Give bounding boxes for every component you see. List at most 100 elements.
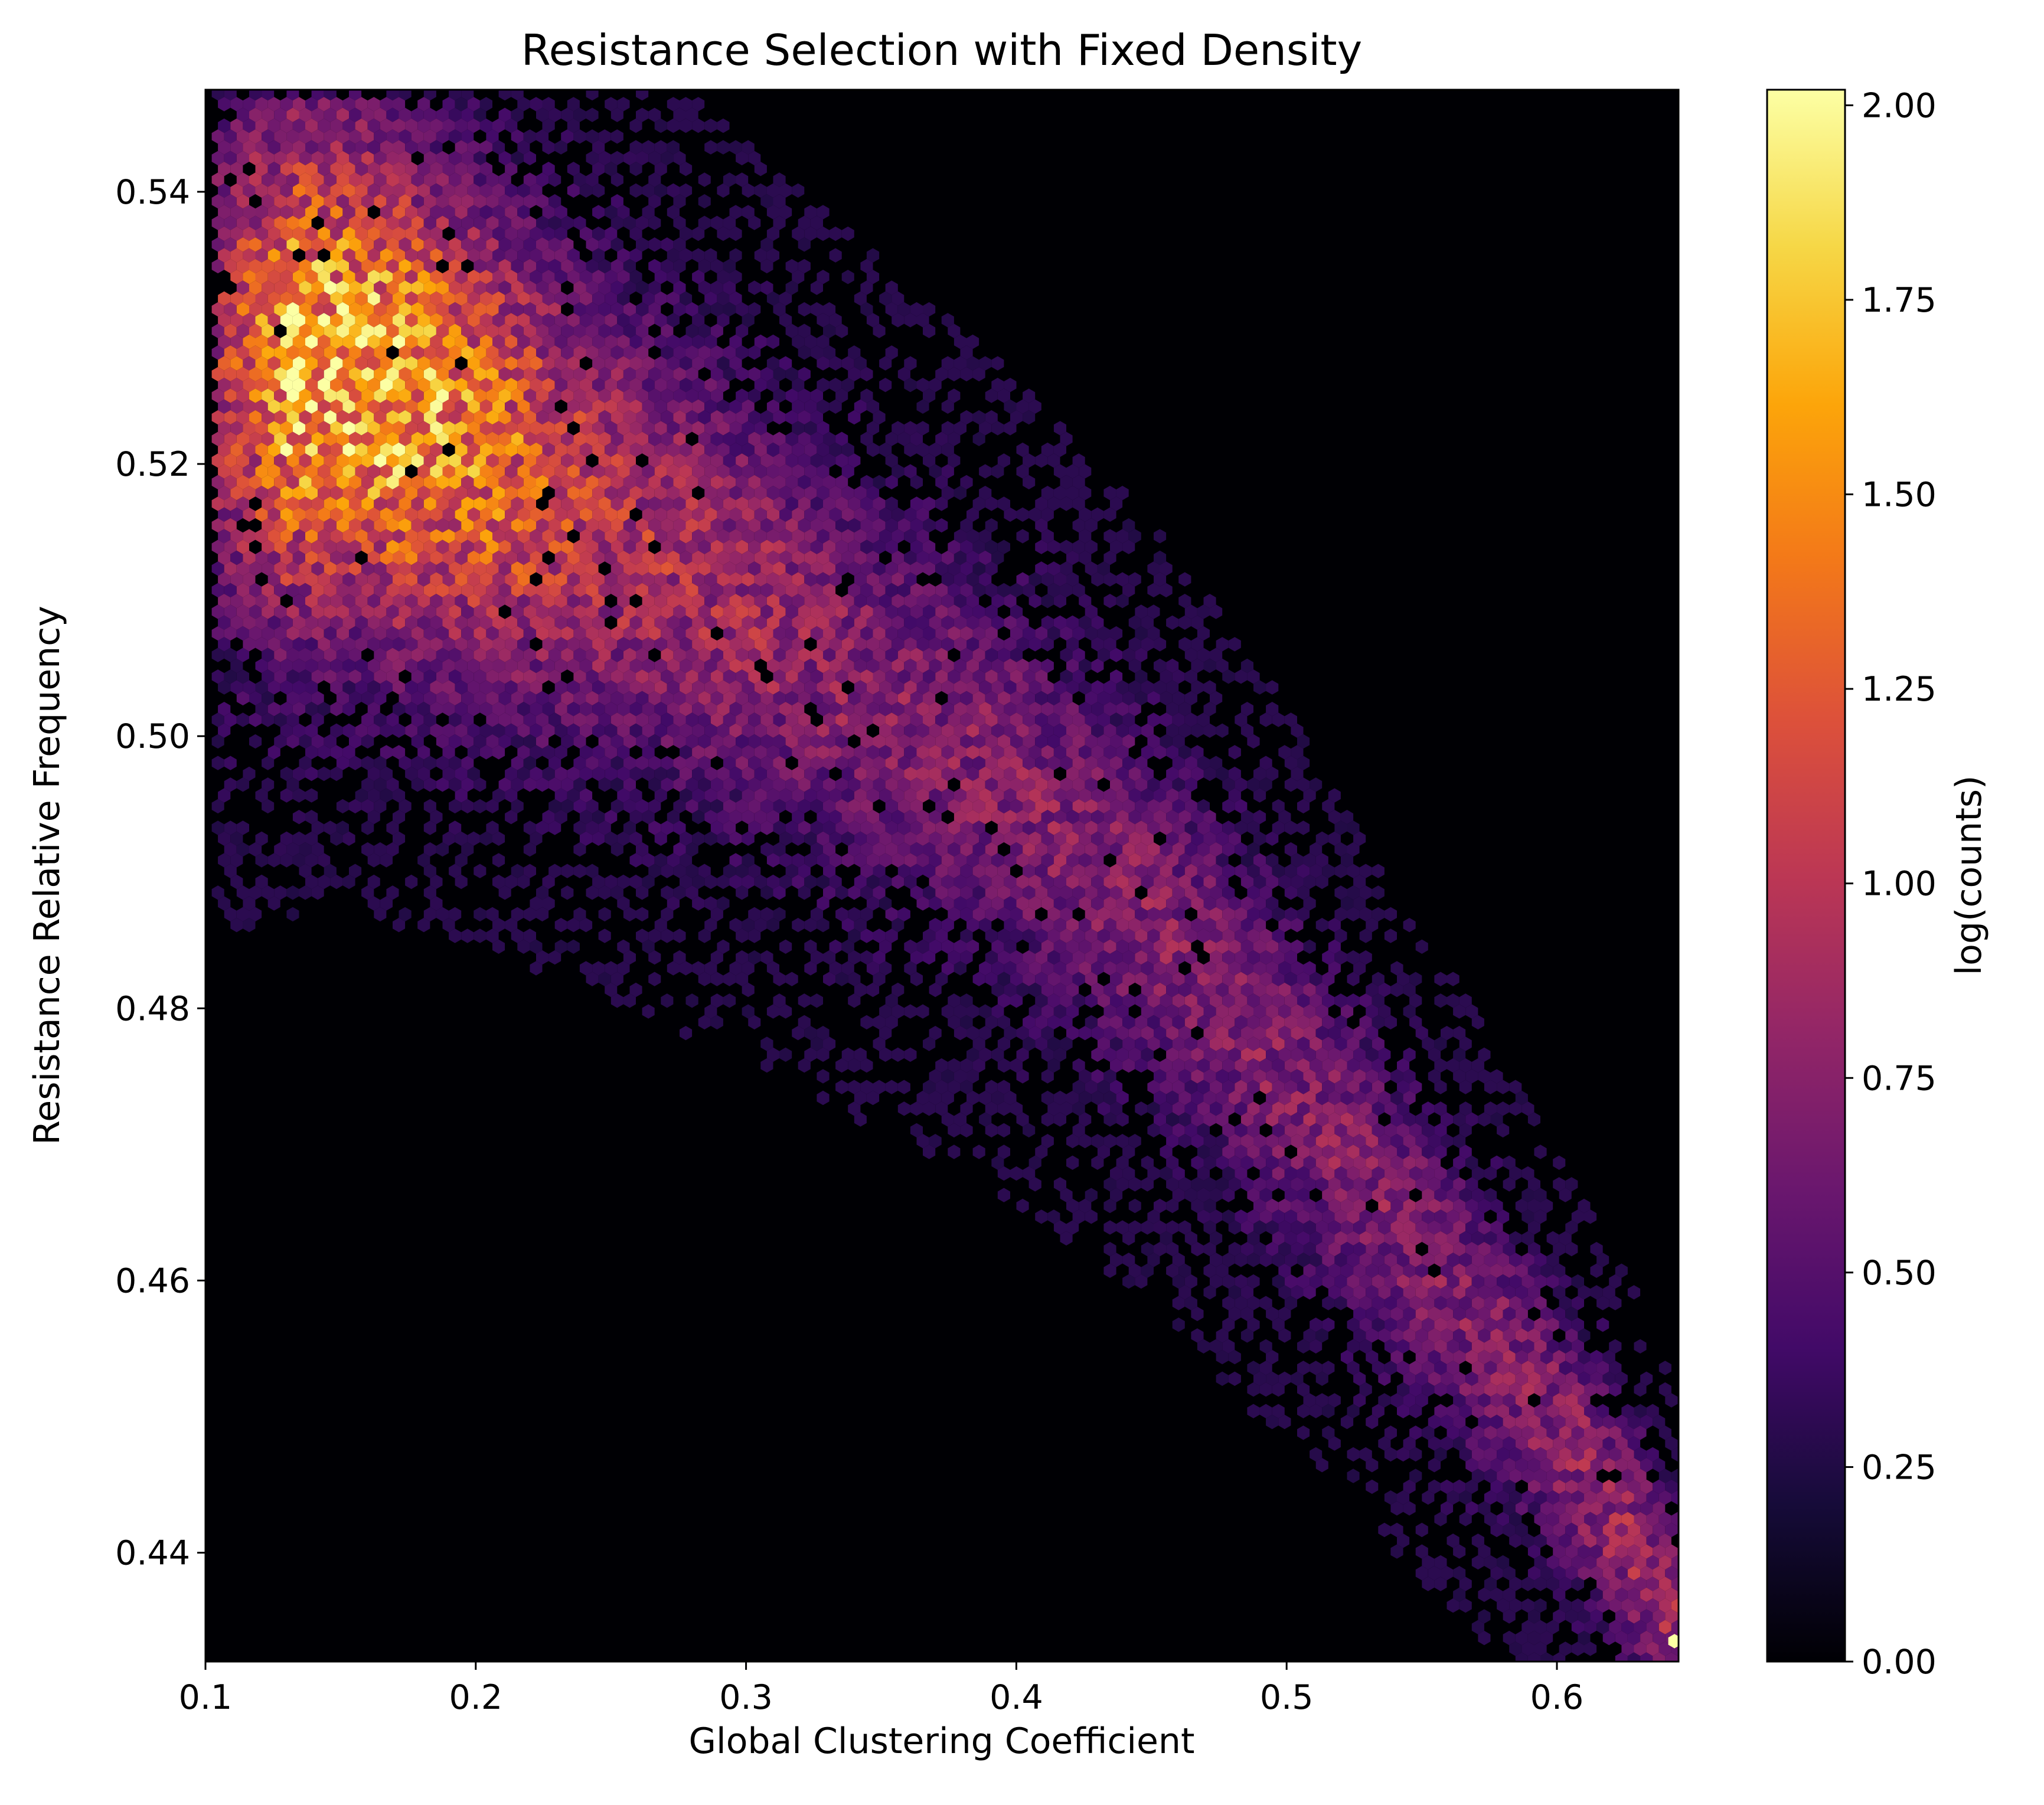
hex-cell xyxy=(467,421,480,436)
hex-cell xyxy=(299,453,312,468)
hex-cell xyxy=(623,151,636,166)
hex-cell xyxy=(960,410,973,425)
hex-cell xyxy=(355,334,368,349)
hex-cell xyxy=(817,313,830,328)
hex-cell xyxy=(860,259,873,274)
hex-cell xyxy=(399,259,412,274)
hex-cell xyxy=(498,90,511,101)
hex-cell xyxy=(211,151,224,166)
hex-cell xyxy=(667,291,680,306)
hex-cell xyxy=(361,475,374,490)
hex-cell xyxy=(442,421,455,436)
hex-cell xyxy=(342,270,355,285)
hex-cell xyxy=(449,129,462,144)
hex-cell xyxy=(262,172,275,187)
hex-cell xyxy=(710,323,723,338)
hex-cell xyxy=(505,334,518,349)
hex-cell xyxy=(449,280,462,295)
hex-cell xyxy=(286,129,299,144)
hex-cell xyxy=(654,313,667,328)
hex-cell xyxy=(654,464,667,479)
hex-cell xyxy=(505,313,518,328)
hex-cell xyxy=(792,399,805,414)
hex-cell xyxy=(829,356,842,371)
hex-cell xyxy=(355,442,368,457)
hex-cell xyxy=(461,107,474,122)
hex-cell xyxy=(386,237,399,252)
hex-cell xyxy=(748,388,761,403)
hex-cell xyxy=(367,399,380,414)
hex-cell xyxy=(511,388,524,403)
hex-cell xyxy=(474,410,486,425)
hex-cell xyxy=(224,194,237,209)
hex-cell xyxy=(243,205,256,220)
hex-cell xyxy=(342,205,355,220)
hex-cell xyxy=(766,183,779,198)
hex-cell xyxy=(305,421,318,436)
hex-cell xyxy=(374,172,387,187)
hex-cell xyxy=(642,140,655,155)
hex-cell xyxy=(817,442,830,457)
hex-cell xyxy=(224,237,237,252)
hex-cell xyxy=(642,399,655,414)
hex-cell xyxy=(804,442,817,457)
hex-cell xyxy=(417,183,430,198)
hex-cell xyxy=(449,475,462,490)
hex-cell xyxy=(249,453,262,468)
hex-cell xyxy=(399,367,412,382)
hex-cell xyxy=(530,464,543,479)
hex-cell xyxy=(467,183,480,198)
hex-cell xyxy=(367,118,380,133)
hex-cell xyxy=(386,194,399,209)
hex-cell xyxy=(498,453,511,468)
hex-cell xyxy=(430,248,443,263)
hex-cell xyxy=(423,453,436,468)
hex-cell xyxy=(355,464,368,479)
hex-cell xyxy=(467,248,480,263)
hex-cell xyxy=(742,205,755,220)
hex-cell xyxy=(474,345,486,360)
hex-cell xyxy=(467,378,480,393)
hex-cell xyxy=(455,421,468,436)
hex-cell xyxy=(449,410,462,425)
hex-cell xyxy=(305,291,318,306)
hex-cell xyxy=(430,464,443,479)
hex-cell xyxy=(442,97,455,112)
hex-cell xyxy=(305,248,318,263)
hex-cell xyxy=(224,345,237,360)
hex-cell xyxy=(474,367,486,382)
hex-cell xyxy=(236,453,249,468)
hex-cell xyxy=(423,475,436,490)
hex-cell xyxy=(249,388,262,403)
hex-cell xyxy=(766,442,779,457)
hex-cell xyxy=(817,270,830,285)
hex-cell xyxy=(292,313,305,328)
hex-cell xyxy=(642,421,655,436)
hex-cell xyxy=(311,129,324,144)
hex-cell xyxy=(280,356,293,371)
hex-cell xyxy=(579,270,593,285)
hex-cell xyxy=(567,118,580,133)
hex-cell xyxy=(798,453,811,468)
hex-cell xyxy=(935,431,948,446)
hex-cell xyxy=(592,356,605,371)
hex-cell xyxy=(1053,464,1066,479)
hex-cell xyxy=(548,323,561,338)
hex-cell xyxy=(367,313,380,328)
hex-cell xyxy=(598,259,611,274)
hex-cell xyxy=(748,215,761,230)
hex-cell xyxy=(324,388,337,403)
hex-cell xyxy=(567,313,580,328)
hex-cell xyxy=(623,410,636,425)
hex-cell xyxy=(436,151,449,166)
hex-cell xyxy=(299,388,312,403)
hex-cell xyxy=(654,399,667,414)
hex-cell xyxy=(505,378,518,393)
hex-cell xyxy=(405,118,418,133)
hex-cell xyxy=(218,248,231,263)
hex-cell xyxy=(267,270,280,285)
hex-cell xyxy=(523,475,536,490)
hex-cell xyxy=(592,140,605,155)
hex-cell xyxy=(742,140,755,155)
hex-cell xyxy=(523,302,536,317)
